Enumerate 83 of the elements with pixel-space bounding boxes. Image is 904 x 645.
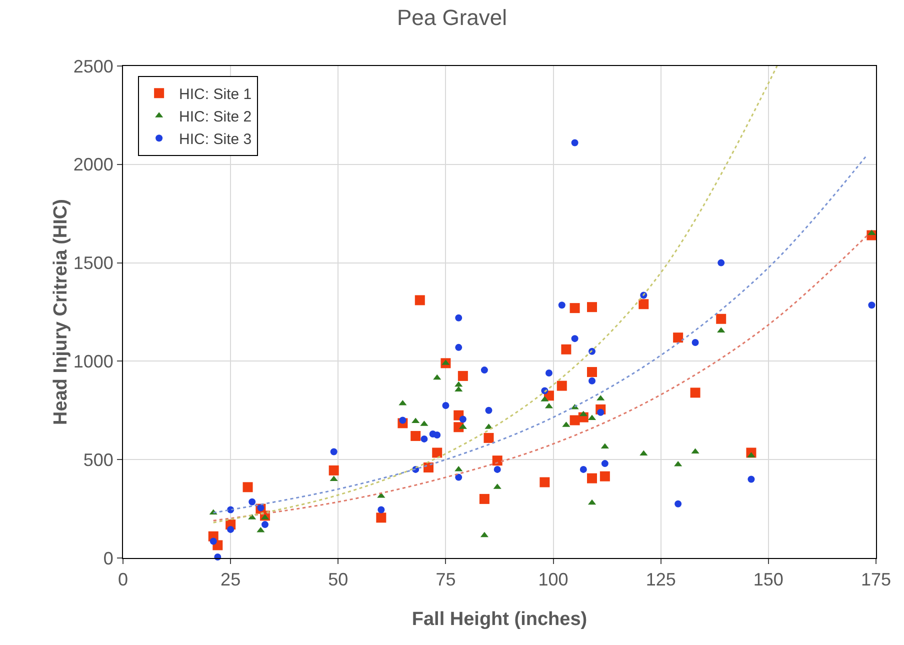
x-tick-label: 0 [118,570,128,590]
point [579,410,588,416]
y-tick-label: 0 [103,548,114,568]
point [454,381,463,387]
line-series [212,66,778,524]
point [716,314,726,324]
point [485,406,492,414]
point [674,500,682,508]
point [588,377,596,384]
point [442,402,450,409]
x-tick-label: 75 [436,570,456,590]
point [399,416,406,424]
point [242,482,253,492]
legend-label: HIC: Site 1 [179,86,252,103]
point [454,466,463,472]
point [458,370,468,381]
chart-title: Pea Gravel [396,5,508,30]
point [570,303,580,314]
point [571,139,578,146]
y-tick-label: 1000 [73,352,114,372]
point [455,474,462,481]
point [580,466,587,473]
legend-label: HIC: Site 3 [179,130,252,148]
point [432,448,442,458]
point [545,370,552,377]
y-tick-label: 2500 [73,56,114,76]
point [210,538,217,545]
x-tick-label: 175 [860,570,892,590]
point [638,299,649,310]
point [540,477,550,488]
point [434,432,441,438]
legend-label: HIC: Site 2 [179,108,252,126]
point [600,443,609,449]
point [261,521,268,528]
point [414,295,425,306]
point [328,465,339,476]
point [718,259,725,266]
point [459,416,466,423]
x-tick-label: 150 [753,570,784,590]
point [571,335,578,342]
point [561,344,572,354]
point [587,367,598,378]
point [556,380,567,391]
point [455,344,462,351]
point [330,448,338,456]
point [673,332,684,343]
point [376,512,386,523]
point [227,526,234,533]
point [479,494,490,504]
y-tick-label: 1500 [73,253,114,274]
y-tick-label: 2000 [73,154,114,175]
point [433,374,442,380]
point [484,432,494,443]
point [587,302,598,312]
point [480,366,488,374]
point [257,504,264,512]
x-tick-label: 25 [220,570,241,590]
x-tick-label: 100 [538,570,568,590]
x-tick-label: 50 [328,570,348,590]
point [587,473,598,484]
point [558,302,566,309]
y-axis-title: Head Injury Critreia (HIC) [50,199,72,425]
point [868,302,876,309]
point [480,532,488,538]
point [410,430,421,441]
point [692,339,699,346]
point [690,388,700,398]
x-tick-label: 125 [646,570,676,590]
y-tick-label: 500 [83,450,114,470]
point [597,408,604,416]
point [455,314,462,322]
point [330,476,338,482]
x-axis-title: Fall Height (inches) [412,609,588,630]
point [420,435,428,442]
point [248,498,256,506]
point [378,506,385,514]
point [601,460,608,468]
point [868,230,876,236]
point [492,456,502,466]
point [494,466,501,473]
point [748,476,755,483]
point [256,526,265,532]
point [600,471,610,482]
